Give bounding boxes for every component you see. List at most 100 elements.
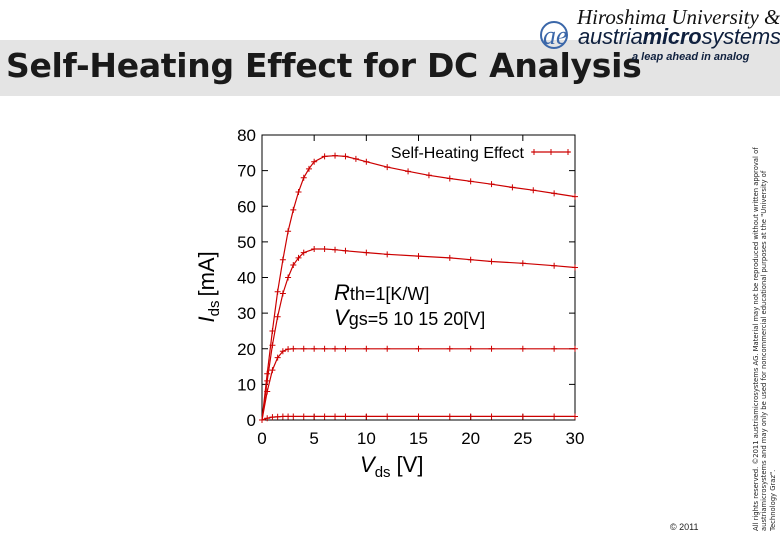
legend-marker	[548, 149, 554, 155]
data-point	[384, 413, 391, 420]
data-point	[321, 345, 328, 352]
data-point	[279, 348, 286, 355]
data-point	[572, 345, 578, 352]
data-point	[285, 413, 292, 420]
annotation-rth-value: =1[K/W]	[365, 284, 430, 304]
y-axis-label: Ids [mA]	[194, 251, 223, 322]
y-axis-label-main: I	[194, 316, 219, 322]
x-tick-label: 0	[257, 429, 266, 448]
data-point	[488, 181, 495, 188]
annotation-vgs-sub: gs	[349, 309, 368, 329]
x-axis-label: Vds [V]	[360, 452, 423, 481]
data-point	[269, 367, 276, 374]
data-point	[311, 345, 318, 352]
series-1	[259, 413, 578, 423]
data-point	[279, 290, 286, 297]
series-line	[261, 348, 575, 421]
data-point	[467, 413, 474, 420]
data-point	[305, 165, 312, 172]
data-point	[311, 246, 318, 252]
data-point	[264, 415, 271, 422]
company-name-bold: micro	[642, 24, 702, 49]
copyright-notice: All rights reserved. ©2011 austriamicros…	[742, 143, 777, 531]
data-point	[321, 153, 328, 160]
data-point	[415, 413, 422, 420]
plot-frame	[261, 134, 576, 421]
slide-title: Self-Heating Effect for DC Analysis	[6, 46, 642, 85]
university-name: Hiroshima University &	[577, 5, 780, 29]
data-point	[467, 345, 474, 352]
x-axis-label-main: V	[360, 452, 377, 477]
company-name-regular: austria	[578, 24, 643, 49]
data-point	[363, 345, 370, 352]
data-point	[295, 189, 302, 195]
x-axis-label-unit: [V]	[397, 452, 424, 477]
data-point	[264, 370, 271, 377]
data-point	[321, 246, 328, 252]
series-line	[261, 248, 576, 421]
data-point	[509, 184, 516, 191]
data-point	[446, 254, 453, 261]
y-tick-labels: 0 10 20 30 40 50 60 70 80	[237, 126, 256, 430]
copyright-notice-text: All rights reserved. ©2011 austriamicros…	[752, 147, 777, 531]
data-point	[405, 168, 412, 175]
data-point	[259, 417, 265, 423]
annotation-rth-symbol: R	[334, 280, 350, 305]
company-logo: Hiroshima University & ae austriamicrosy…	[540, 0, 780, 66]
annotation-vgs: Vgs=5 10 15 20[V]	[334, 305, 485, 330]
y-tick-label: 40	[237, 269, 256, 288]
axis-ticks	[261, 134, 576, 421]
annotation-vgs-value: =5 10 15 20[V]	[368, 309, 486, 329]
data-point	[290, 262, 297, 269]
data-point	[269, 414, 276, 421]
y-tick-label: 10	[237, 375, 256, 394]
data-point	[363, 158, 370, 165]
data-point	[488, 258, 495, 265]
data-point	[551, 190, 558, 197]
data-point	[300, 249, 307, 256]
company-name: austriamicrosystems	[578, 24, 780, 50]
data-point	[311, 158, 318, 165]
data-point	[352, 155, 359, 162]
data-point	[519, 260, 526, 267]
y-tick-label: 80	[237, 126, 256, 145]
annotation-vgs-symbol: V	[334, 305, 351, 330]
data-point	[551, 262, 558, 269]
series-4	[259, 152, 578, 423]
series-group	[259, 152, 578, 423]
data-point	[274, 413, 281, 420]
data-point	[425, 172, 432, 179]
data-point	[446, 345, 453, 352]
data-point	[519, 413, 526, 420]
data-point	[311, 413, 318, 420]
data-point	[300, 345, 307, 352]
y-tick-label: 0	[247, 411, 256, 430]
data-point	[332, 413, 339, 420]
ae-logo-mark: ae	[540, 21, 568, 50]
data-point	[572, 413, 578, 420]
legend: Self-Heating Effect	[391, 145, 571, 162]
data-point	[300, 413, 307, 420]
legend-marker	[531, 149, 537, 155]
data-point	[342, 153, 349, 160]
annotation-rth: Rth=1[K/W]	[334, 280, 429, 305]
company-tagline: a leap ahead in analog	[632, 51, 750, 63]
data-point	[467, 178, 474, 185]
data-point	[488, 413, 495, 420]
chart-annotation: Rth=1[K/W] Vgs=5 10 15 20[V]	[334, 280, 485, 330]
data-point	[285, 274, 292, 281]
data-point	[572, 193, 578, 200]
data-point	[279, 256, 286, 263]
data-point	[519, 345, 526, 352]
data-point	[415, 253, 422, 260]
data-point	[572, 264, 578, 271]
series-3	[259, 246, 578, 423]
data-point	[342, 247, 349, 254]
logo-ring	[540, 21, 568, 49]
legend-marker	[565, 149, 571, 155]
y-tick-label: 50	[237, 233, 256, 252]
data-point	[415, 345, 422, 352]
data-point	[446, 175, 453, 182]
